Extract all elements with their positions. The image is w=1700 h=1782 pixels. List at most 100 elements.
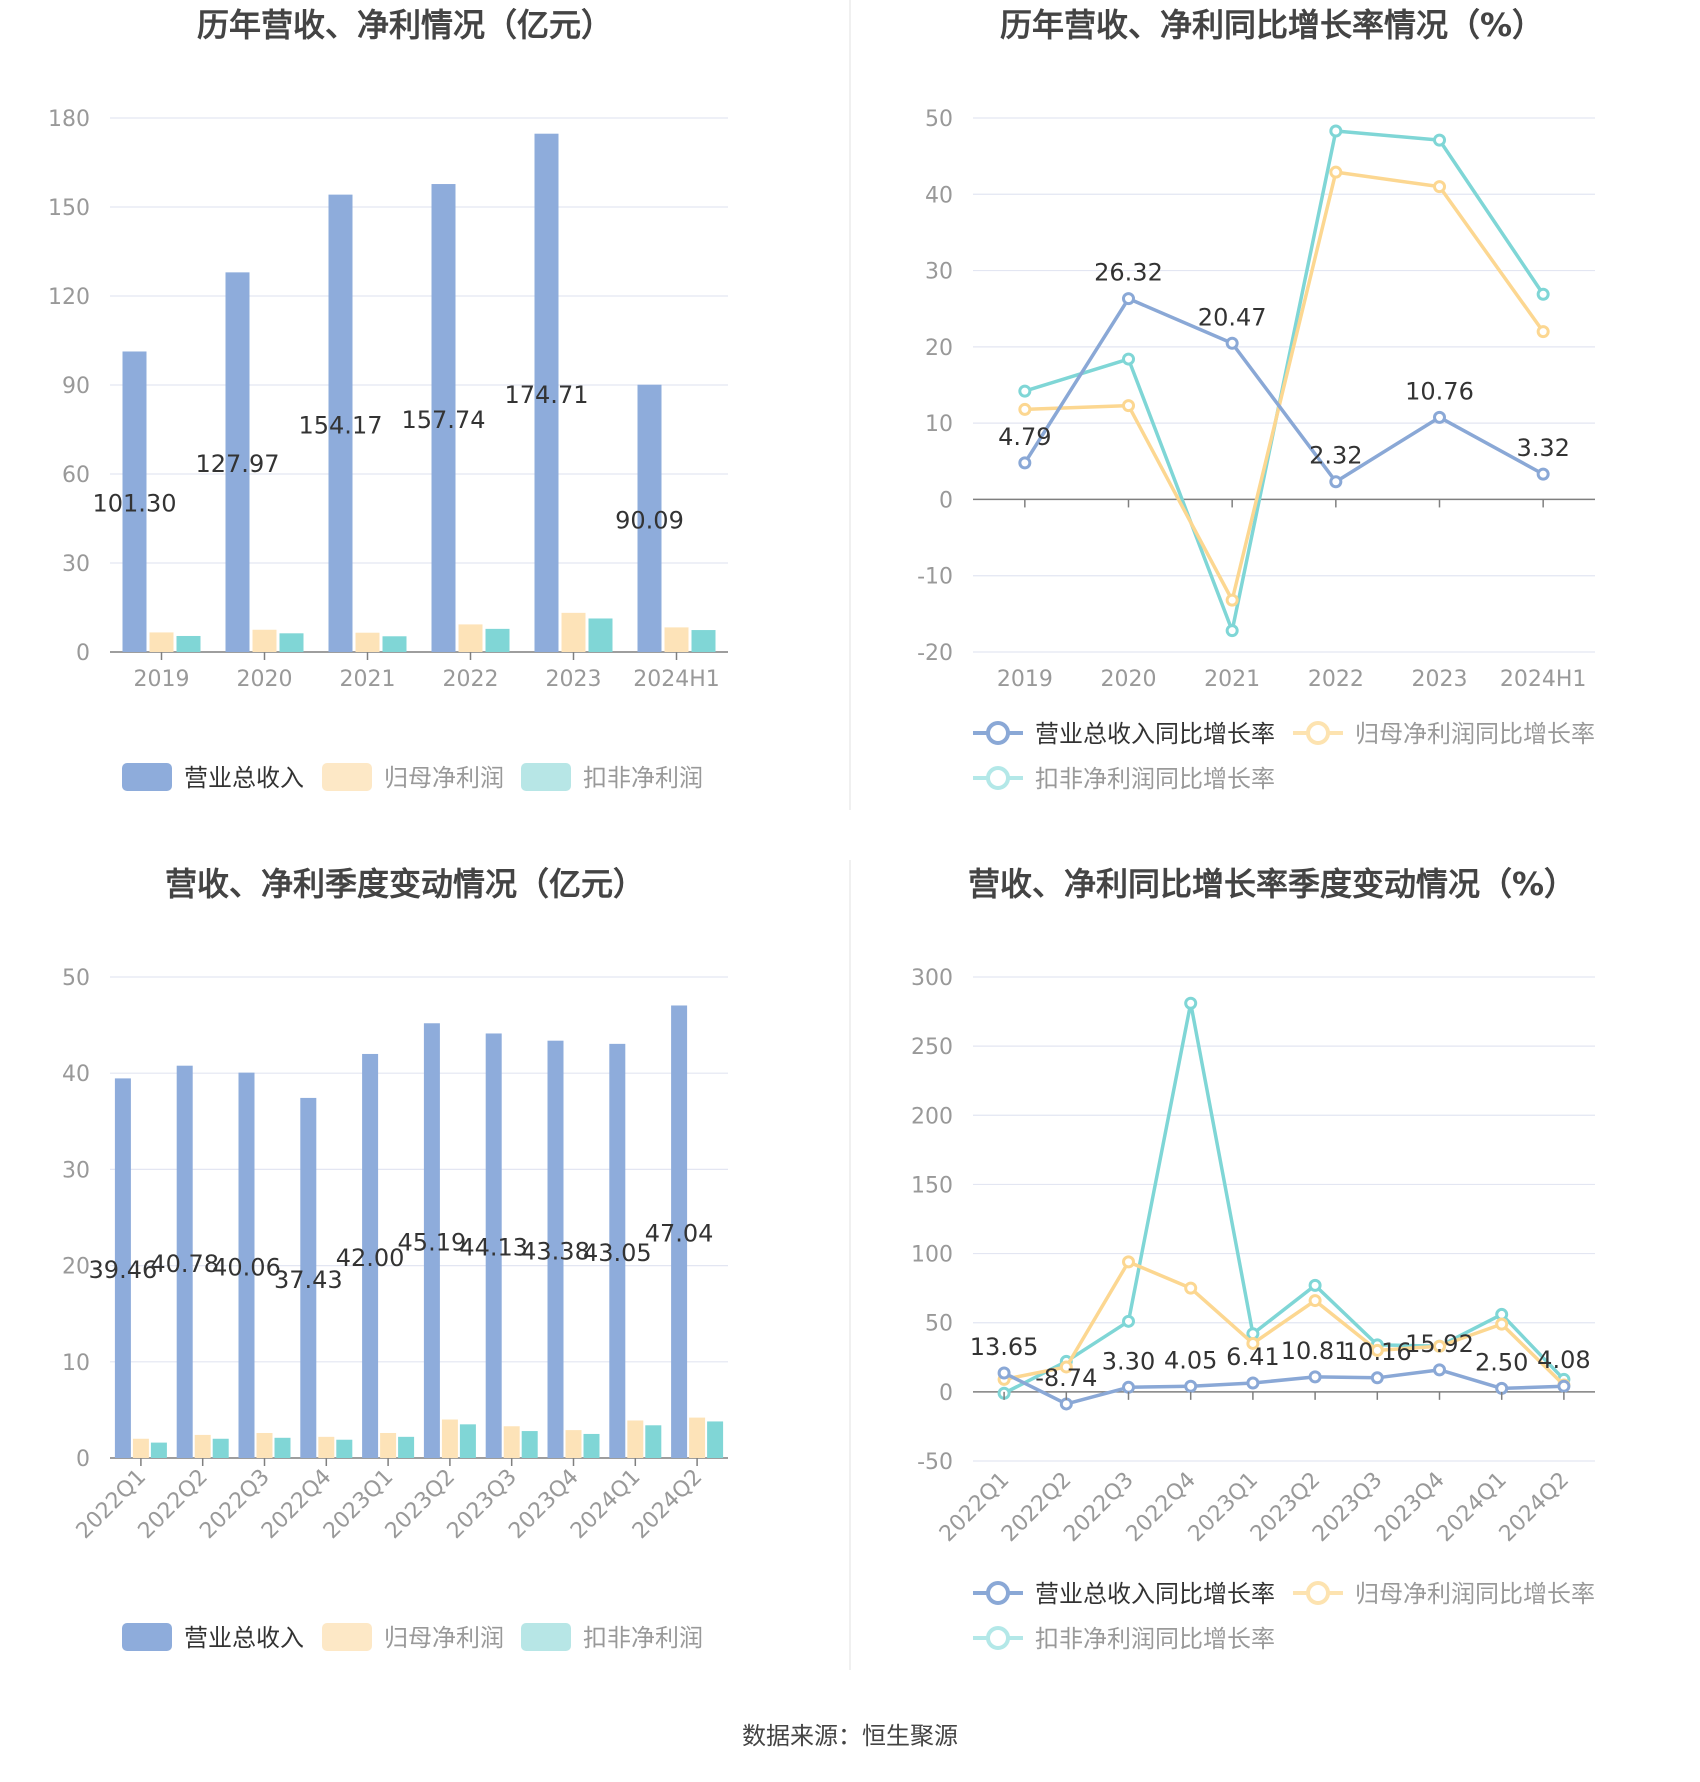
deducted-profit-bar (398, 1436, 415, 1458)
net-profit-bar (664, 627, 689, 652)
legend-label: 扣非净利润 (583, 764, 703, 792)
x-tick-label: 2021 (340, 667, 396, 692)
revenue-growth-data-label: 10.16 (1343, 1338, 1412, 1366)
revenue-growth-point (997, 1366, 1011, 1380)
revenue-data-label: 44.13 (459, 1234, 528, 1262)
net-profit-bar (503, 1426, 520, 1458)
revenue-growth-point (1122, 1380, 1135, 1394)
revenue-data-label: 154.17 (299, 411, 383, 439)
legend-label: 扣非净利润同比增长率 (1035, 1625, 1275, 1653)
revenue-growth-data-label: 4.08 (1537, 1346, 1590, 1374)
revenue-bar (485, 1033, 502, 1458)
quarterly-revenue-profit-chart: 营收、净利季度变动情况（亿元） 0 10 20 30 40 50 39.4640.7840.… (62, 865, 728, 1652)
deducted-profit-bar (707, 1421, 724, 1458)
revenue-bar (547, 1040, 564, 1458)
deducted-profit-growth-point (1308, 1278, 1322, 1292)
revenue-growth-data-label: 2.32 (1309, 442, 1362, 470)
net-profit-growth-point (1122, 399, 1135, 413)
net-profit-growth-point (1246, 1336, 1260, 1350)
deducted-profit-bar (150, 1442, 167, 1458)
x-tick-label: 2021 (1204, 667, 1260, 692)
legend-swatch (521, 1623, 571, 1651)
net-profit-growth-line (1024, 170, 1545, 602)
revenue-growth-data-label: 10.76 (1405, 377, 1474, 405)
y-tick-label: 20 (925, 336, 953, 361)
net-profit-bar (458, 624, 483, 652)
revenue-bar (114, 1078, 131, 1458)
revenue-data-label: 43.05 (583, 1239, 652, 1267)
net-profit-bar (561, 612, 586, 652)
revenue-growth-line (1003, 1368, 1564, 1406)
revenue-growth-point (1122, 292, 1135, 306)
legend-swatch (322, 763, 372, 791)
x-tick-label: 2023 (1412, 667, 1468, 692)
revenue-bar (671, 1005, 688, 1458)
revenue-data-label: 101.30 (93, 490, 177, 518)
revenue-bar (362, 1053, 379, 1458)
revenue-data-label: 157.74 (402, 406, 486, 434)
revenue-data-label: 90.09 (615, 506, 684, 534)
deducted-profit-growth-line (1003, 1001, 1566, 1395)
revenue-growth-point (1184, 1379, 1198, 1393)
revenue-growth-data-label: 13.65 (970, 1333, 1039, 1361)
x-tick-label: 2019 (997, 667, 1053, 692)
revenue-growth-point (1433, 1363, 1446, 1377)
y-tick-label: 30 (62, 1158, 90, 1183)
deducted-profit-growth-point (1536, 287, 1550, 301)
revenue-data-label: 43.38 (521, 1237, 590, 1265)
chart-title: 历年营收、净利情况（亿元） (197, 6, 613, 44)
net-profit-bar (380, 1432, 397, 1458)
y-tick-label: 0 (939, 488, 953, 513)
y-tick-label: 0 (76, 641, 90, 666)
y-tick-label: 120 (48, 285, 90, 310)
net-profit-bar (441, 1419, 458, 1458)
legend-swatch (122, 1623, 172, 1651)
x-tick-label: 2022 (1308, 667, 1364, 692)
annual-growth-rate-chart: 历年营收、净利同比增长率情况（%） -20 -10 0 10 20 30 40 50 4.79 2… (917, 6, 1595, 793)
revenue-data-label: 37.43 (274, 1266, 343, 1294)
net-profit-growth-point (1370, 1343, 1384, 1357)
revenue-data-label: 45.19 (398, 1229, 467, 1257)
data-source-note: 数据来源：恒生聚源 (742, 1722, 958, 1750)
deducted-profit-growth-point (1018, 384, 1032, 398)
y-tick-label: 0 (939, 1381, 953, 1406)
revenue-data-label: 40.06 (212, 1253, 281, 1281)
deducted-profit-bar (382, 636, 407, 652)
net-profit-bar (565, 1430, 582, 1458)
revenue-data-label: 174.71 (505, 381, 589, 409)
deducted-profit-bar (645, 1425, 662, 1458)
annual-revenue-profit-chart: 历年营收、净利情况（亿元） 0 30 60 90 120 150 180 101.30 127.… (48, 6, 728, 792)
revenue-growth-data-label: 15.92 (1405, 1330, 1474, 1358)
net-profit-growth-point (1433, 180, 1446, 194)
revenue-bar (122, 351, 147, 652)
y-tick-label: 300 (911, 966, 953, 991)
chart-title: 营收、净利同比增长率季度变动情况（%） (968, 865, 1576, 903)
deducted-profit-bar (583, 1433, 600, 1458)
deducted-profit-bar (588, 618, 613, 652)
y-tick-label: 250 (911, 1035, 953, 1060)
deducted-profit-bar (485, 628, 510, 652)
revenue-growth-point (1557, 1379, 1571, 1393)
revenue-growth-data-label: 3.32 (1516, 434, 1569, 462)
net-profit-growth-point (1184, 1281, 1198, 1295)
y-tick-label: 10 (925, 412, 953, 437)
net-profit-bar (689, 1417, 706, 1458)
revenue-bar (225, 272, 250, 652)
revenue-growth-point (1059, 1397, 1073, 1411)
y-tick-label: 30 (62, 552, 90, 577)
revenue-bar (609, 1043, 626, 1458)
net-profit-growth-point (1536, 325, 1550, 339)
revenue-data-label: 39.46 (89, 1256, 158, 1284)
legend-label: 扣非净利润 (583, 1624, 703, 1652)
deducted-profit-bar (691, 630, 716, 652)
legend-swatch (122, 763, 172, 791)
net-profit-bar (318, 1436, 335, 1458)
net-profit-bar (252, 629, 277, 652)
revenue-growth-data-label: 6.41 (1226, 1343, 1279, 1371)
chart-title: 营收、净利季度变动情况（亿元） (165, 865, 645, 903)
revenue-bar (176, 1065, 193, 1458)
net-profit-bar (132, 1438, 149, 1458)
deducted-profit-growth-point (1225, 624, 1239, 638)
revenue-growth-data-label: 10.81 (1281, 1337, 1350, 1365)
